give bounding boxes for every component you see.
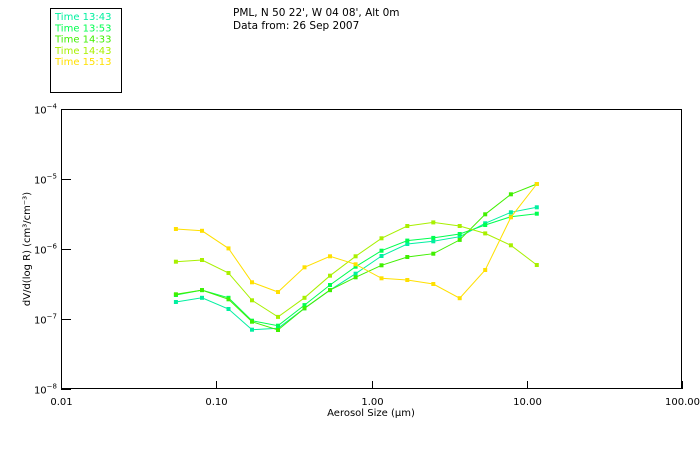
x-tick-label: 0.01 xyxy=(50,397,72,408)
legend-entry: Time 13:43 xyxy=(54,12,111,23)
data-point xyxy=(200,258,204,262)
data-point xyxy=(173,259,178,264)
data-point xyxy=(534,205,539,210)
data-point xyxy=(226,307,231,311)
data-point xyxy=(457,224,462,228)
data-point xyxy=(200,295,204,300)
data-point xyxy=(431,251,436,256)
x-tick-label: 0.10 xyxy=(205,397,227,408)
data-point xyxy=(379,236,384,241)
data-point xyxy=(302,265,307,270)
data-point xyxy=(379,263,384,268)
legend-entry: Time 15:13 xyxy=(54,57,111,68)
data-point xyxy=(405,224,410,228)
data-point xyxy=(276,323,280,328)
data-point xyxy=(379,276,384,281)
data-point xyxy=(302,295,307,300)
data-point xyxy=(431,239,436,244)
data-point xyxy=(173,227,178,231)
y-axis-label: dV/d(log R) (cm³/cm⁻³) xyxy=(22,192,33,306)
data-point xyxy=(431,220,436,225)
data-point xyxy=(405,255,410,259)
data-point xyxy=(508,215,513,220)
plot-area-frame xyxy=(61,109,682,389)
data-point xyxy=(276,314,280,319)
data-point xyxy=(250,280,254,285)
data-point xyxy=(534,182,539,186)
data-point xyxy=(353,271,358,276)
data-point xyxy=(353,264,358,269)
data-point xyxy=(226,246,231,251)
data-point xyxy=(508,210,513,215)
data-point xyxy=(250,298,254,303)
data-point xyxy=(353,262,358,267)
x-tick-label: 1.00 xyxy=(361,397,383,408)
x-tick-label: 100.00 xyxy=(665,397,700,408)
y-tick-label: 10−4 xyxy=(34,103,58,117)
data-point xyxy=(483,212,488,217)
data-point xyxy=(353,254,358,259)
data-point xyxy=(431,235,436,240)
data-point xyxy=(534,211,539,216)
y-tick-label: 10−8 xyxy=(34,383,57,397)
data-point xyxy=(200,288,204,293)
data-point xyxy=(483,268,488,272)
data-point xyxy=(405,278,410,282)
data-point xyxy=(483,231,488,236)
data-point xyxy=(457,232,462,236)
data-point xyxy=(200,228,204,233)
data-point xyxy=(276,328,280,332)
data-point xyxy=(508,243,513,248)
data-point xyxy=(302,303,307,308)
data-point xyxy=(276,290,280,294)
chart-title-date: Data from: 26 Sep 2007 xyxy=(233,20,359,32)
x-axis: 0.01 0.10 1.00 10.00 100.00 xyxy=(50,381,700,408)
series-line xyxy=(175,221,538,318)
data-point xyxy=(353,275,358,280)
data-point xyxy=(250,319,254,324)
data-point xyxy=(328,283,332,287)
legend-entry: Time 13:53 xyxy=(54,23,111,34)
data-point xyxy=(379,254,384,258)
data-point xyxy=(328,254,332,259)
legend-entry: Time 14:43 xyxy=(54,46,111,57)
data-point xyxy=(328,288,332,293)
plot-series xyxy=(173,182,539,332)
data-point xyxy=(250,327,254,332)
chart-title-location: PML, N 50 22', W 04 08', Alt 0m xyxy=(233,7,400,19)
data-point xyxy=(405,242,410,246)
data-point xyxy=(173,300,178,304)
data-point xyxy=(379,248,384,253)
series-line xyxy=(175,183,538,299)
data-point xyxy=(173,292,178,297)
y-tick-label: 10−6 xyxy=(34,243,58,257)
data-point xyxy=(483,223,488,227)
data-point xyxy=(457,296,462,301)
data-point xyxy=(226,271,231,275)
y-tick-label: 10−5 xyxy=(34,173,57,187)
y-axis: 10−4 10−5 10−6 10−7 10−8 xyxy=(34,103,71,397)
data-point xyxy=(405,238,410,243)
data-point xyxy=(328,273,332,278)
data-point xyxy=(431,282,436,286)
data-point xyxy=(457,234,462,239)
data-point xyxy=(508,192,513,197)
x-tick-label: 10.00 xyxy=(513,397,542,408)
data-point xyxy=(302,306,307,311)
data-point xyxy=(534,263,539,267)
data-point xyxy=(226,297,231,302)
x-axis-label: Aerosol Size (µm) xyxy=(327,408,415,419)
y-tick-label: 10−7 xyxy=(34,313,57,327)
legend-entry: Time 14:33 xyxy=(54,35,111,46)
data-point xyxy=(457,237,462,242)
legend-box xyxy=(50,8,122,93)
